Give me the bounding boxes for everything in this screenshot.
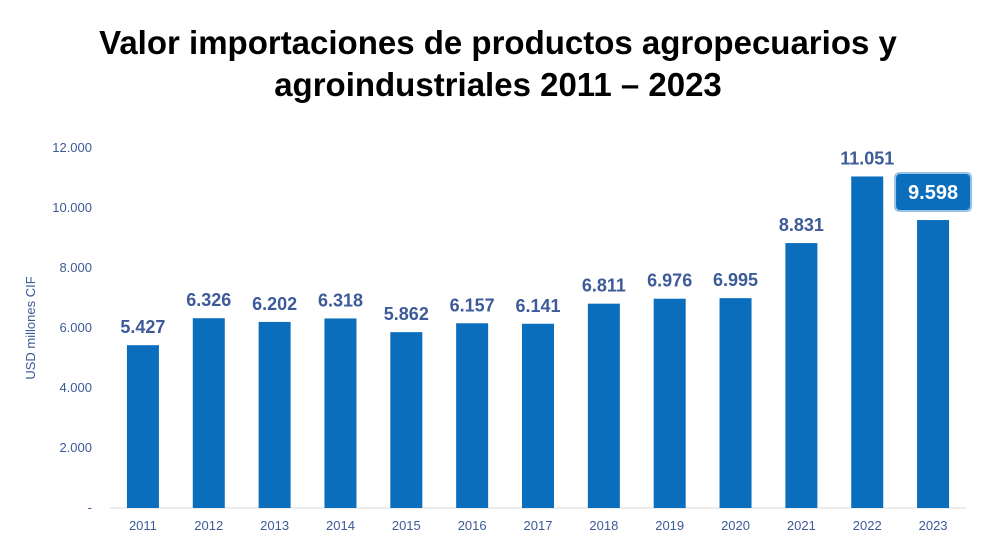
chart-title-line-2: agroindustriales 2011 – 2023 [274,66,722,103]
x-tick-label: 2020 [721,518,750,533]
bar-2022 [851,176,884,508]
bars [126,176,950,508]
chart-title: Valor importaciones de productos agropec… [0,22,996,106]
bar-2018 [587,303,620,508]
y-axis-ticks: - 2.000 4.000 6.000 8.000 10.000 12.000 [52,140,92,515]
data-label-2021: 8.831 [779,215,824,235]
x-tick-label: 2021 [787,518,816,533]
y-tick-label: 12.000 [52,140,92,155]
bar-2017 [522,323,554,508]
x-tick-label: 2022 [853,518,882,533]
data-label-2016: 6.157 [450,295,495,315]
y-tick-label: - [88,500,92,515]
bar-2021 [785,243,818,508]
data-label-2019: 6.976 [647,271,692,291]
data-label-2018: 6.811 [582,276,626,296]
data-label-2020: 6.995 [713,270,758,290]
y-tick-label: 6.000 [59,320,92,335]
x-tick-label: 2018 [589,518,618,533]
x-tick-label: 2015 [392,518,421,533]
x-tick-label: 2023 [919,518,948,533]
bar-2014 [324,318,357,508]
x-tick-label: 2014 [326,518,355,533]
chart-title-line-1: Valor importaciones de productos agropec… [99,24,897,61]
data-label-2012: 6.326 [186,290,231,310]
x-axis-ticks: 2011 2012 2013 2014 2015 2016 2017 2018 2019 2020… [129,518,948,533]
y-tick-label: 8.000 [59,260,92,275]
data-label-2013: 6.202 [252,294,297,314]
data-labels: 5.427 6.326 6.202 6.318 5.862 6.157 6.141 6.811… [120,148,973,337]
highlight-box [896,174,971,211]
x-tick-label: 2017 [524,518,553,533]
bar-2020 [719,298,752,508]
bar-2015 [390,332,423,508]
y-tick-label: 10.000 [52,200,92,215]
data-label-2011: 5.427 [120,317,165,337]
x-tick-label: 2013 [260,518,289,533]
bar-2011 [126,345,159,508]
bar-2013 [258,321,291,508]
data-label-2014: 6.318 [318,290,363,310]
data-label-highlighted: 9.598 [908,182,958,204]
y-axis-label: USD millones CIF [23,276,38,379]
x-tick-label: 2019 [655,518,684,533]
data-label-2015: 5.862 [384,304,429,324]
x-tick-label: 2011 [129,518,157,533]
y-axis-label-group: USD millones CIF [23,276,38,379]
bar-2019 [653,298,686,508]
x-tick-label: 2012 [194,518,223,533]
x-tick-label: 2016 [458,518,487,533]
data-label-2022: 11.051 [840,148,894,168]
bar-2012 [192,318,225,508]
bar-2016 [456,323,489,508]
data-label-2017: 6.141 [515,296,560,316]
bar-2023 [917,220,950,508]
y-tick-label: 4.000 [59,380,92,395]
y-tick-label: 2.000 [59,440,92,455]
